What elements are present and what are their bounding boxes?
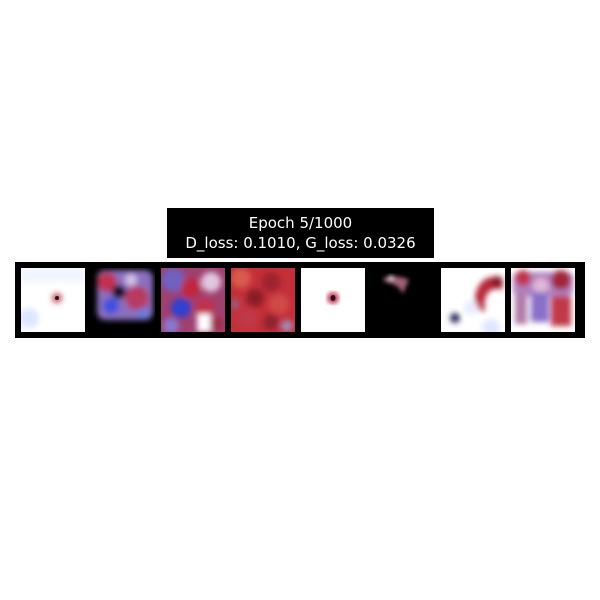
sample-image-4 [231, 268, 295, 332]
generated-samples-grid [15, 262, 585, 338]
loss-label: D_loss: 0.1010, G_loss: 0.0326 [185, 234, 416, 252]
sample-image-2 [91, 268, 155, 332]
sample-image-3 [161, 268, 225, 332]
sample-image-5 [301, 268, 365, 332]
sample-image-7 [441, 268, 505, 332]
figure-title: Epoch 5/1000 D_loss: 0.1010, G_loss: 0.0… [167, 208, 434, 258]
sample-image-1 [21, 268, 85, 332]
sample-image-8 [511, 268, 575, 332]
sample-image-6 [371, 268, 435, 332]
epoch-label: Epoch 5/1000 [248, 214, 353, 232]
